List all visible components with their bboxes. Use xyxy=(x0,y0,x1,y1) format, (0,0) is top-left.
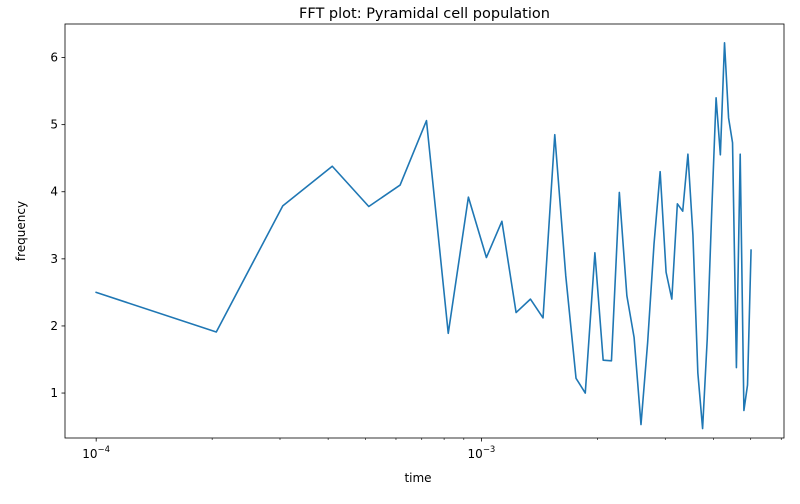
y-tick-label: 6 xyxy=(50,51,58,65)
x-tick-label: 10−4 xyxy=(82,445,110,461)
axes-frame xyxy=(64,23,785,439)
y-tick-label: 3 xyxy=(50,252,58,266)
series-line xyxy=(95,41,752,430)
y-tick-label: 1 xyxy=(50,386,58,400)
chart-title: FFT plot: Pyramidal cell population xyxy=(299,6,550,22)
y-tick-label: 2 xyxy=(50,319,58,333)
y-tick-label: 4 xyxy=(50,185,58,199)
x-tick-label: 10−3 xyxy=(468,445,496,461)
series-layer xyxy=(95,41,752,430)
x-axis-label: time xyxy=(404,471,431,485)
ticks-layer: 1 2 3 4 5 6 10−4 10−3 xyxy=(50,51,782,461)
y-axis-label: frequency xyxy=(14,201,28,261)
y-tick-label: 5 xyxy=(50,118,58,132)
